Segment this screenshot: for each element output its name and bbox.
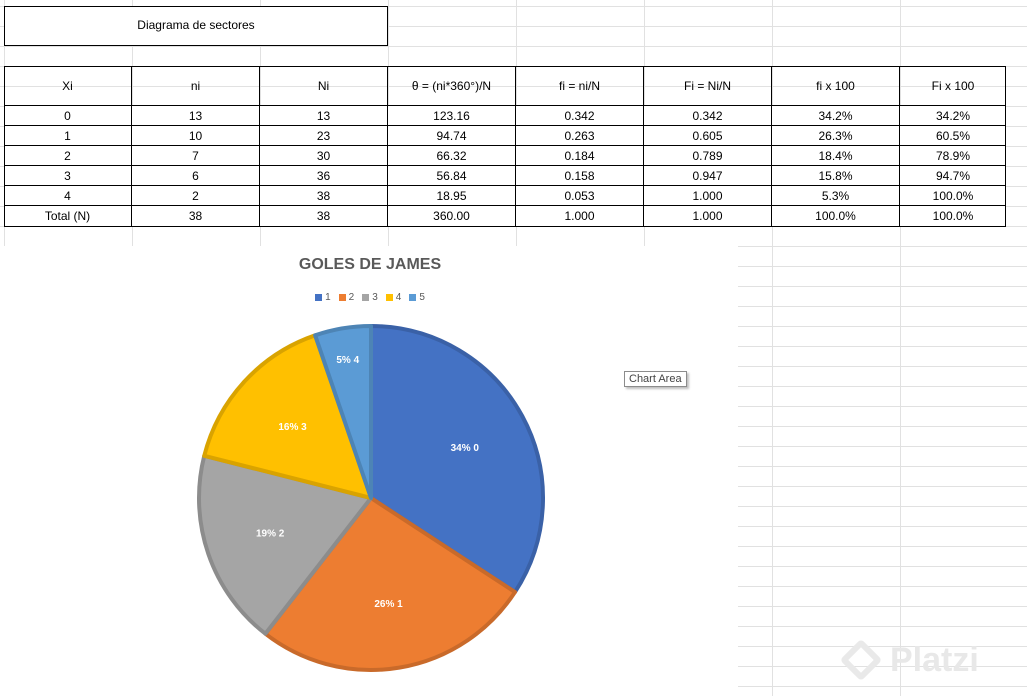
table-cell[interactable]: 0 — [4, 106, 132, 126]
table-header-cell[interactable]: fi = ni/N — [516, 66, 644, 106]
pie-slice[interactable] — [197, 453, 373, 636]
table-cell[interactable]: 0.605 — [644, 126, 772, 146]
legend-swatch — [409, 294, 417, 301]
table-cell[interactable]: 60.5% — [900, 126, 1006, 146]
table-header-cell[interactable]: Xi — [4, 66, 132, 106]
table-cell[interactable]: 0.342 — [644, 106, 772, 126]
sheet-title: Diagrama de sectores — [137, 18, 255, 32]
table-cell[interactable]: 13 — [132, 106, 260, 126]
table-cell[interactable]: 15.8% — [772, 166, 900, 186]
table-cell[interactable]: 10 — [132, 126, 260, 146]
pie-data-label: 5% 4 — [336, 355, 359, 366]
sheet-title-cell[interactable]: Diagrama de sectores — [4, 6, 388, 46]
table-cell[interactable]: 56.84 — [388, 166, 516, 186]
platzi-logo-icon — [839, 638, 883, 682]
table-cell[interactable]: 94.7% — [900, 166, 1006, 186]
pie-slice[interactable] — [202, 333, 373, 500]
table-cell[interactable]: 5.3% — [772, 186, 900, 206]
table-cell[interactable]: 78.9% — [900, 146, 1006, 166]
legend-item[interactable]: 3 — [362, 292, 378, 303]
legend-label: 4 — [395, 292, 402, 303]
table-cell[interactable]: 2 — [4, 146, 132, 166]
table-cell[interactable]: 38 — [132, 206, 260, 226]
table-cell[interactable]: 100.0% — [772, 206, 900, 226]
table-cell[interactable]: 6 — [132, 166, 260, 186]
watermark-text: Platzi — [890, 640, 979, 679]
pie-data-label: 26% 1 — [374, 599, 403, 610]
legend-label: 5 — [419, 292, 425, 303]
legend-label: 2 — [348, 292, 355, 303]
table-cell[interactable]: 38 — [260, 206, 388, 226]
table-header-cell[interactable]: Fi = Ni/N — [644, 66, 772, 106]
legend-swatch — [385, 294, 393, 301]
table-cell[interactable]: 0.947 — [644, 166, 772, 186]
table-cell[interactable]: 360.00 — [388, 206, 516, 226]
legend-label: 1 — [325, 292, 331, 303]
table-cell[interactable]: 34.2% — [900, 106, 1006, 126]
chart-area-tooltip: Chart Area — [624, 371, 687, 387]
table-cell[interactable]: 18.4% — [772, 146, 900, 166]
table-cell[interactable]: 100.0% — [900, 186, 1006, 206]
table-cell[interactable]: 2 — [132, 186, 260, 206]
table-header-cell[interactable]: Ni — [260, 66, 388, 106]
table-header-cell[interactable]: fi x 100 — [772, 66, 900, 106]
table-cell[interactable]: 100.0% — [900, 206, 1006, 226]
table-cell[interactable]: 13 — [260, 106, 388, 126]
platzi-watermark: Platzi — [839, 634, 1016, 686]
table-cell[interactable]: 4 — [4, 186, 132, 206]
pie-slice[interactable] — [263, 496, 517, 672]
pie-chart[interactable]: 34% 0 26% 1 19% 2 16% 3 5% 4 — [0, 246, 740, 696]
table-cell[interactable]: 0.789 — [644, 146, 772, 166]
table-cell[interactable]: 1 — [4, 126, 132, 146]
table-cell[interactable]: 7 — [132, 146, 260, 166]
table-cell[interactable]: 0.342 — [516, 106, 644, 126]
table-cell[interactable]: 23 — [260, 126, 388, 146]
legend-swatch — [338, 294, 346, 301]
table-cell[interactable]: 66.32 — [388, 146, 516, 166]
table-cell[interactable]: 18.95 — [388, 186, 516, 206]
table-header-cell[interactable]: θ = (ni*360°)/N — [388, 66, 516, 106]
table-cell[interactable]: 123.16 — [388, 106, 516, 126]
table-cell[interactable]: 34.2% — [772, 106, 900, 126]
table-cell[interactable]: 1.000 — [644, 186, 772, 206]
table-cell[interactable]: 36 — [260, 166, 388, 186]
legend-swatch — [315, 294, 323, 301]
chart-legend: 1 2 3 4 5 — [0, 292, 740, 303]
legend-item[interactable]: 2 — [338, 292, 355, 303]
legend-item[interactable]: 1 — [315, 292, 331, 303]
chart-title: GOLES DE JAMES — [298, 256, 442, 273]
table-header-cell[interactable]: ni — [132, 66, 260, 106]
table-cell[interactable]: 94.74 — [388, 126, 516, 146]
table-cell[interactable]: 0.053 — [516, 186, 644, 206]
table-cell[interactable]: 30 — [260, 146, 388, 166]
pie-data-label: 34% 0 — [451, 443, 480, 454]
table-cell[interactable]: 0.158 — [516, 166, 644, 186]
table-cell[interactable]: 26.3% — [772, 126, 900, 146]
pie-data-label: 19% 2 — [256, 529, 285, 540]
table-cell[interactable]: Total (N) — [4, 206, 132, 226]
table-cell[interactable]: 0.263 — [516, 126, 644, 146]
table-cell[interactable]: 1.000 — [516, 206, 644, 226]
pie-data-label: 16% 3 — [278, 422, 307, 433]
legend-item[interactable]: 5 — [409, 292, 425, 303]
table-header-cell[interactable]: Fi x 100 — [900, 66, 1006, 106]
table-cell[interactable]: 3 — [4, 166, 132, 186]
legend-label: 3 — [372, 292, 378, 303]
legend-item[interactable]: 4 — [385, 292, 402, 303]
pie-slice[interactable] — [313, 324, 373, 500]
table-cell[interactable]: 38 — [260, 186, 388, 206]
table-cell[interactable]: 0.184 — [516, 146, 644, 166]
legend-swatch — [362, 294, 370, 301]
table-cell[interactable]: 1.000 — [644, 206, 772, 226]
